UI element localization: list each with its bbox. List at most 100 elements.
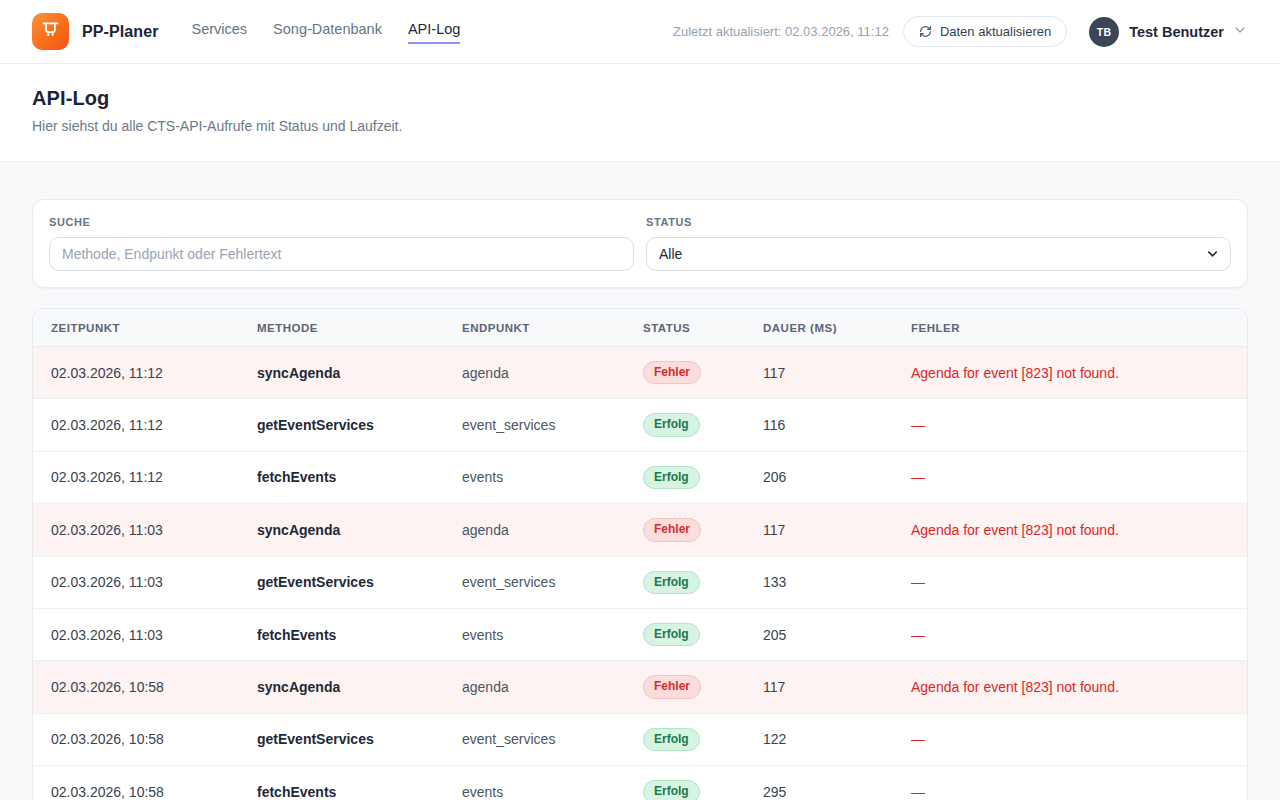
- cell-timestamp: 02.03.2026, 11:03: [33, 504, 241, 556]
- cell-status: Erfolg: [627, 608, 747, 660]
- nav-item-services[interactable]: Services: [192, 21, 248, 44]
- table-row: 02.03.2026, 11:03 getEventServices event…: [33, 556, 1247, 608]
- cell-status: Fehler: [627, 347, 747, 399]
- user-name: Test Benutzer: [1129, 24, 1224, 40]
- cell-duration: 122: [747, 713, 895, 765]
- cell-method: fetchEvents: [241, 766, 446, 800]
- app-logo: [32, 13, 69, 50]
- search-label: Suche: [49, 216, 634, 228]
- cell-status: Fehler: [627, 661, 747, 713]
- cell-method: getEventServices: [241, 713, 446, 765]
- last-updated-text: Zuletzt aktualisiert: 02.03.2026, 11:12: [673, 24, 889, 39]
- table-row: 02.03.2026, 11:03 fetchEvents events Erf…: [33, 608, 1247, 660]
- page-header: API-Log Hier siehst du alle CTS-API-Aufr…: [0, 64, 1280, 162]
- status-badge: Fehler: [643, 675, 701, 698]
- cell-error: —: [895, 713, 1247, 765]
- nav-item-api-log[interactable]: API-Log: [408, 21, 460, 44]
- avatar: TB: [1089, 17, 1119, 47]
- cell-endpoint: events: [446, 608, 627, 660]
- search-input[interactable]: [49, 237, 634, 271]
- status-select[interactable]: Alle: [646, 237, 1231, 271]
- cell-timestamp: 02.03.2026, 10:58: [33, 713, 241, 765]
- cell-timestamp: 02.03.2026, 11:12: [33, 451, 241, 503]
- cell-method: fetchEvents: [241, 608, 446, 660]
- status-badge: Erfolg: [643, 623, 700, 646]
- cell-duration: 116: [747, 399, 895, 451]
- cell-method: syncAgenda: [241, 347, 446, 399]
- filter-panel: Suche Status Alle: [32, 199, 1248, 288]
- status-label: Status: [646, 216, 1231, 228]
- cell-method: syncAgenda: [241, 661, 446, 713]
- cell-method: fetchEvents: [241, 451, 446, 503]
- cell-error: —: [895, 608, 1247, 660]
- status-badge: Fehler: [643, 518, 701, 541]
- status-badge: Erfolg: [643, 571, 700, 594]
- status-field-group: Status Alle: [646, 216, 1231, 271]
- table-row: 02.03.2026, 11:12 syncAgenda agenda Fehl…: [33, 347, 1247, 399]
- cell-method: getEventServices: [241, 399, 446, 451]
- cell-duration: 117: [747, 504, 895, 556]
- chevron-down-icon: [1232, 22, 1248, 42]
- cell-duration: 295: [747, 766, 895, 800]
- column-header-status: Status: [627, 309, 747, 347]
- cell-status: Erfolg: [627, 399, 747, 451]
- presentation-screen-icon: [40, 19, 61, 44]
- column-header-zeitpunkt: Zeitpunkt: [33, 309, 241, 347]
- column-header-endpunkt: Endpunkt: [446, 309, 627, 347]
- cell-timestamp: 02.03.2026, 11:12: [33, 347, 241, 399]
- column-header-methode: Methode: [241, 309, 446, 347]
- log-table-body: 02.03.2026, 11:12 syncAgenda agenda Fehl…: [33, 347, 1247, 800]
- cell-method: getEventServices: [241, 556, 446, 608]
- cell-timestamp: 02.03.2026, 11:03: [33, 556, 241, 608]
- status-badge: Fehler: [643, 361, 701, 384]
- status-badge: Erfolg: [643, 728, 700, 751]
- cell-timestamp: 02.03.2026, 10:58: [33, 766, 241, 800]
- main-nav: Services Song-Datenbank API-Log: [192, 21, 461, 44]
- cell-error: —: [895, 766, 1247, 800]
- table-row: 02.03.2026, 11:03 syncAgenda agenda Fehl…: [33, 504, 1247, 556]
- cell-error: Agenda for event [823] not found.: [895, 661, 1247, 713]
- topbar: PP-Planer Services Song-Datenbank API-Lo…: [0, 0, 1280, 64]
- cell-error: —: [895, 556, 1247, 608]
- cell-endpoint: agenda: [446, 347, 627, 399]
- cell-status: Erfolg: [627, 556, 747, 608]
- status-badge: Erfolg: [643, 413, 700, 436]
- cell-endpoint: event_services: [446, 556, 627, 608]
- cell-status: Erfolg: [627, 713, 747, 765]
- api-log-table-card: Zeitpunkt Methode Endpunkt Status Dauer …: [32, 308, 1248, 800]
- cell-error: Agenda for event [823] not found.: [895, 347, 1247, 399]
- cell-error: —: [895, 399, 1247, 451]
- search-field-group: Suche: [49, 216, 634, 271]
- user-menu[interactable]: TB Test Benutzer: [1089, 17, 1248, 47]
- cell-endpoint: event_services: [446, 399, 627, 451]
- cell-timestamp: 02.03.2026, 10:58: [33, 661, 241, 713]
- cell-endpoint: events: [446, 766, 627, 800]
- table-header-row: Zeitpunkt Methode Endpunkt Status Dauer …: [33, 309, 1247, 347]
- page-title: API-Log: [32, 87, 1248, 110]
- table-row: 02.03.2026, 10:58 fetchEvents events Erf…: [33, 766, 1247, 800]
- cell-timestamp: 02.03.2026, 11:12: [33, 399, 241, 451]
- cell-error: —: [895, 451, 1247, 503]
- cell-endpoint: events: [446, 451, 627, 503]
- refresh-data-button[interactable]: Daten aktualisieren: [903, 16, 1067, 47]
- refresh-button-label: Daten aktualisieren: [940, 24, 1051, 39]
- cell-duration: 205: [747, 608, 895, 660]
- page-subtitle: Hier siehst du alle CTS-API-Aufrufe mit …: [32, 118, 1248, 134]
- cell-status: Erfolg: [627, 766, 747, 800]
- main-content: Suche Status Alle Zeitpu: [0, 162, 1280, 800]
- table-row: 02.03.2026, 11:12 getEventServices event…: [33, 399, 1247, 451]
- table-row: 02.03.2026, 11:12 fetchEvents events Erf…: [33, 451, 1247, 503]
- column-header-fehler: Fehler: [895, 309, 1247, 347]
- refresh-icon: [919, 25, 932, 38]
- brand-title: PP-Planer: [82, 23, 159, 41]
- cell-duration: 117: [747, 347, 895, 399]
- cell-duration: 117: [747, 661, 895, 713]
- cell-timestamp: 02.03.2026, 11:03: [33, 608, 241, 660]
- cell-endpoint: agenda: [446, 661, 627, 713]
- status-badge: Erfolg: [643, 466, 700, 489]
- table-row: 02.03.2026, 10:58 getEventServices event…: [33, 713, 1247, 765]
- nav-item-song-datenbank[interactable]: Song-Datenbank: [273, 21, 382, 44]
- status-badge: Erfolg: [643, 780, 700, 800]
- cell-error: Agenda for event [823] not found.: [895, 504, 1247, 556]
- cell-duration: 133: [747, 556, 895, 608]
